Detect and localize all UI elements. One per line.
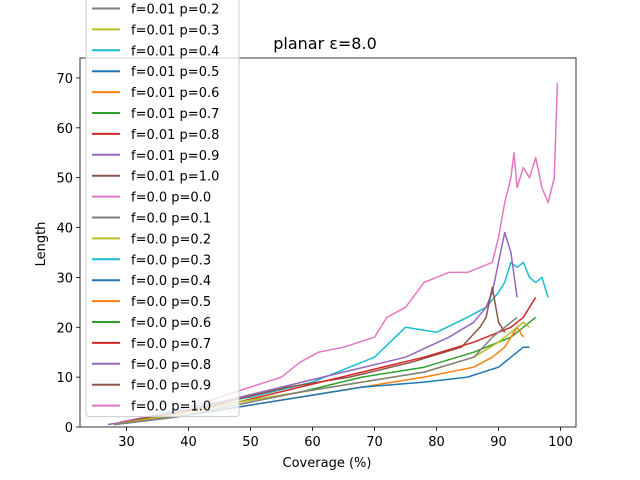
legend-label: f=0.0 p=0.2 [131,232,211,247]
y-tick-label: 20 [56,321,73,336]
axes-frame [79,57,577,428]
series-line-0 [120,82,559,423]
y-tick-label: 60 [56,122,73,137]
legend-label: f=0.01 p=1.0 [131,170,219,185]
legend-label: f=0.0 p=0.8 [131,358,211,373]
y-tick-label: 10 [56,371,73,386]
legend-label: f=0.01 p=0.9 [131,149,219,164]
legend-label: f=0.0 p=0.4 [131,274,211,289]
legend-label: f=0.0 p=0.3 [131,253,211,268]
legend-label: f=0.01 p=0.5 [131,65,219,80]
x-tick-label: 60 [304,435,321,450]
legend-label: f=0.0 p=0.9 [131,379,211,394]
x-tick-label: 80 [428,435,445,450]
legend-box [85,0,240,418]
y-tick-label: 70 [56,72,73,87]
y-tick-label: 0 [65,421,73,436]
legend-label: f=0.0 p=0.0 [131,191,211,206]
legend-label: f=0.0 p=0.7 [131,337,211,352]
legend-label: f=0.01 p=0.2 [131,3,219,18]
legend-label: f=0.01 p=0.4 [131,44,219,59]
legend-label: f=0.0 p=0.5 [131,295,211,310]
legend-label: f=0.0 p=1.0 [131,400,211,415]
x-tick-label: 100 [548,435,573,450]
legend-label: f=0.01 p=0.7 [131,107,219,122]
chart-title: planar ε=8.0 [273,34,377,53]
y-tick-label: 30 [56,271,73,286]
y-tick-label: 40 [56,222,73,237]
y-axis-label: Length [34,222,49,267]
axes: 30 40 50 60 70 80 90 100 0 10 20 30 40 50 60 70 [56,57,577,450]
legend-label: f=0.0 p=0.6 [131,316,211,331]
y-tick-label: 50 [56,172,73,187]
legend-label: f=0.01 p=0.8 [131,128,219,143]
x-tick-label: 40 [180,435,197,450]
x-tick-label: 70 [366,435,383,450]
legend-label: f=0.01 p=0.6 [131,86,219,101]
x-axis-label: Coverage (%) [283,456,372,471]
x-tick-label: 30 [118,435,135,450]
legend: f=0.01 p=0.2 f=0.01 p=0.3 f=0.01 p=0.4 f=0.… [85,0,240,418]
x-tick-label: 90 [490,435,507,450]
x-tick-label: 50 [242,435,259,450]
legend-label: f=0.01 p=0.3 [131,23,219,38]
legend-label: f=0.0 p=0.1 [131,212,211,227]
